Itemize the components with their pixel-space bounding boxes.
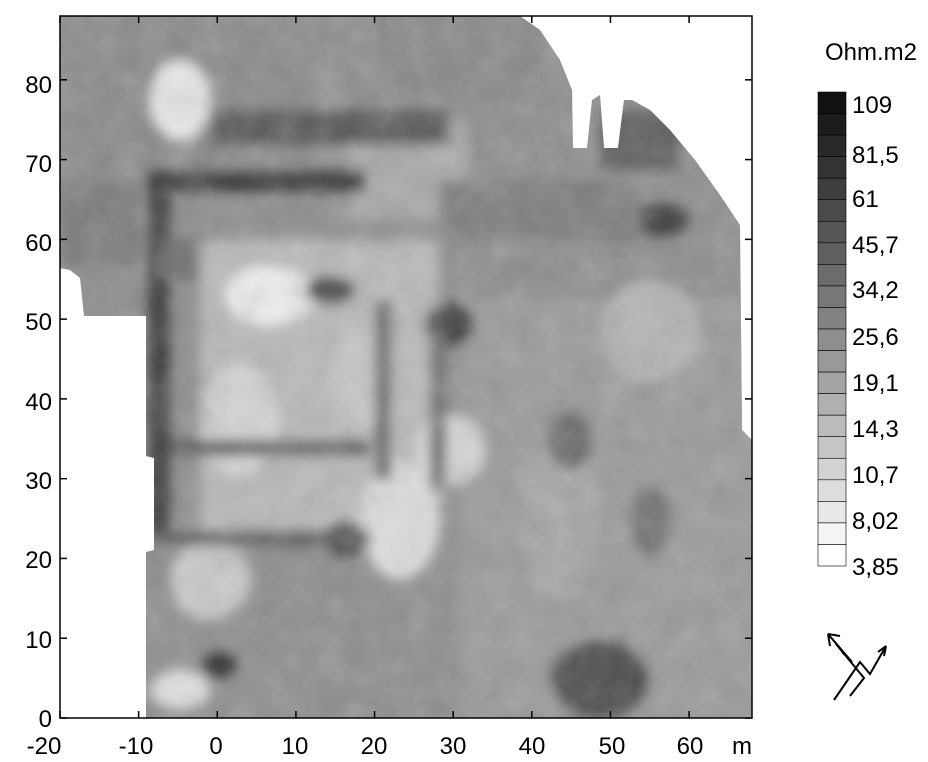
legend-swatch: [817, 113, 847, 136]
legend-swatch: [817, 242, 847, 265]
legend-swatch: [817, 522, 847, 545]
legend-level-label: 61: [852, 186, 879, 213]
legend-swatch: [817, 436, 847, 459]
legend-level-label: 14,3: [852, 416, 899, 443]
legend-swatch: [817, 307, 847, 330]
legend-unit: Ohm.m2: [825, 39, 917, 66]
legend-swatch: [817, 220, 847, 244]
y-tick-label: 0: [39, 706, 52, 733]
x-tick-label: 10: [282, 733, 309, 760]
x-tick-label: -10: [119, 733, 154, 760]
x-axis: -20 -10 0 10 20 30 40 50 60 m: [27, 733, 752, 760]
legend-level-label: 10,7: [852, 462, 899, 489]
y-tick-label: 30: [25, 468, 52, 495]
legend-swatch: [817, 457, 847, 481]
y-tick-label: 80: [25, 72, 52, 99]
legend-swatch: [817, 479, 847, 502]
legend-level-label: 3,85: [852, 554, 899, 581]
legend-color-scale: [817, 91, 847, 567]
legend-swatch: [817, 285, 847, 308]
legend-swatch: [817, 177, 847, 201]
x-tick-label: 60: [677, 733, 704, 760]
north-arrow-icon: [827, 633, 887, 701]
legend-level-label: 34,2: [852, 277, 899, 304]
plot-frame: [59, 15, 753, 719]
y-tick-label: 70: [25, 151, 52, 178]
legend-swatch: [817, 328, 847, 351]
legend-swatch: [817, 156, 847, 179]
legend-level-label: 45,7: [852, 232, 899, 259]
y-axis: 0 10 20 30 40 50 60 70 80: [25, 72, 52, 733]
x-tick-label: 20: [361, 733, 388, 760]
x-tick-label: 40: [519, 733, 546, 760]
y-tick-label: 50: [25, 309, 52, 336]
x-tick-label: -20: [27, 733, 62, 760]
legend-swatch: [817, 414, 847, 438]
y-tick-label: 40: [25, 389, 52, 416]
legend-swatch: [817, 544, 847, 567]
legend-swatch: [817, 350, 847, 373]
legend-swatch: [817, 501, 847, 524]
x-axis-unit: m: [732, 733, 752, 760]
legend-level-label: 19,1: [852, 370, 899, 397]
x-tick-label: 30: [440, 733, 467, 760]
legend-swatch: [817, 91, 847, 114]
legend-swatch: [817, 264, 847, 287]
legend-level-label: 25,6: [852, 324, 899, 351]
x-tick-label: 0: [209, 733, 222, 760]
legend-swatch: [817, 134, 847, 157]
legend-level-label: 8,02: [852, 508, 899, 535]
y-tick-label: 20: [25, 547, 52, 574]
resistivity-data-field: [60, 16, 752, 718]
legend-swatch: [817, 393, 847, 416]
legend-swatch: [817, 371, 847, 394]
legend: Ohm.m2 109 81,5 61 45,7 34,2 25,6 19,1 1…: [817, 39, 917, 581]
legend-swatch: [817, 199, 847, 222]
y-tick-label: 60: [25, 230, 52, 257]
legend-level-label: 109: [852, 92, 892, 119]
y-tick-label: 10: [25, 627, 52, 654]
axis-tick-marks: [59, 16, 752, 719]
x-tick-label: 50: [599, 733, 626, 760]
legend-level-label: 81,5: [852, 142, 899, 169]
